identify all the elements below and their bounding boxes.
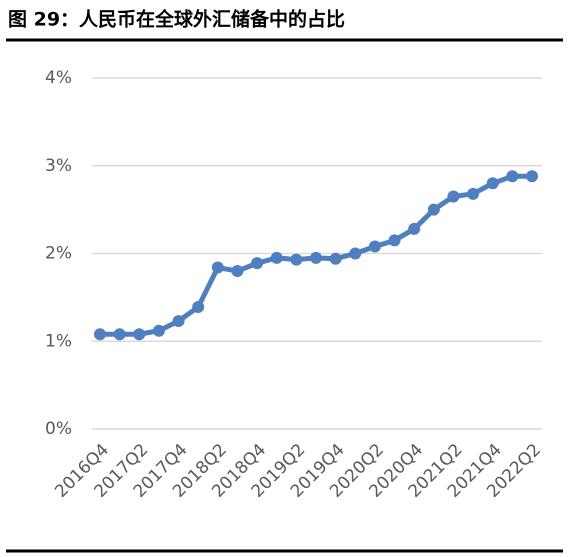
y-tick-label: 0% <box>45 419 72 439</box>
data-point <box>152 324 165 337</box>
data-point <box>133 328 146 341</box>
data-point <box>172 315 185 328</box>
data-point <box>349 247 362 260</box>
data-point <box>329 252 342 265</box>
data-point <box>427 203 440 216</box>
chart-title: 图 29：人民币在全球外汇储备中的占比 <box>8 8 345 31</box>
data-point <box>270 251 283 264</box>
y-tick-label: 1% <box>45 331 72 351</box>
data-point <box>251 257 264 270</box>
y-tick-label: 4% <box>45 68 72 88</box>
data-point <box>113 328 126 341</box>
data-point <box>192 301 205 314</box>
data-point <box>231 265 244 278</box>
data-point <box>388 234 401 247</box>
data-point <box>290 253 303 266</box>
data-point <box>486 177 499 190</box>
data-point <box>447 190 460 203</box>
y-tick-label: 2% <box>45 244 72 264</box>
data-point <box>368 240 381 253</box>
data-point <box>310 251 322 264</box>
data-point <box>526 170 538 183</box>
data-point <box>94 328 106 341</box>
data-point <box>506 170 519 183</box>
data-point <box>467 187 480 200</box>
y-tick-label: 3% <box>45 156 72 176</box>
data-point <box>211 261 224 274</box>
data-point <box>408 222 421 235</box>
